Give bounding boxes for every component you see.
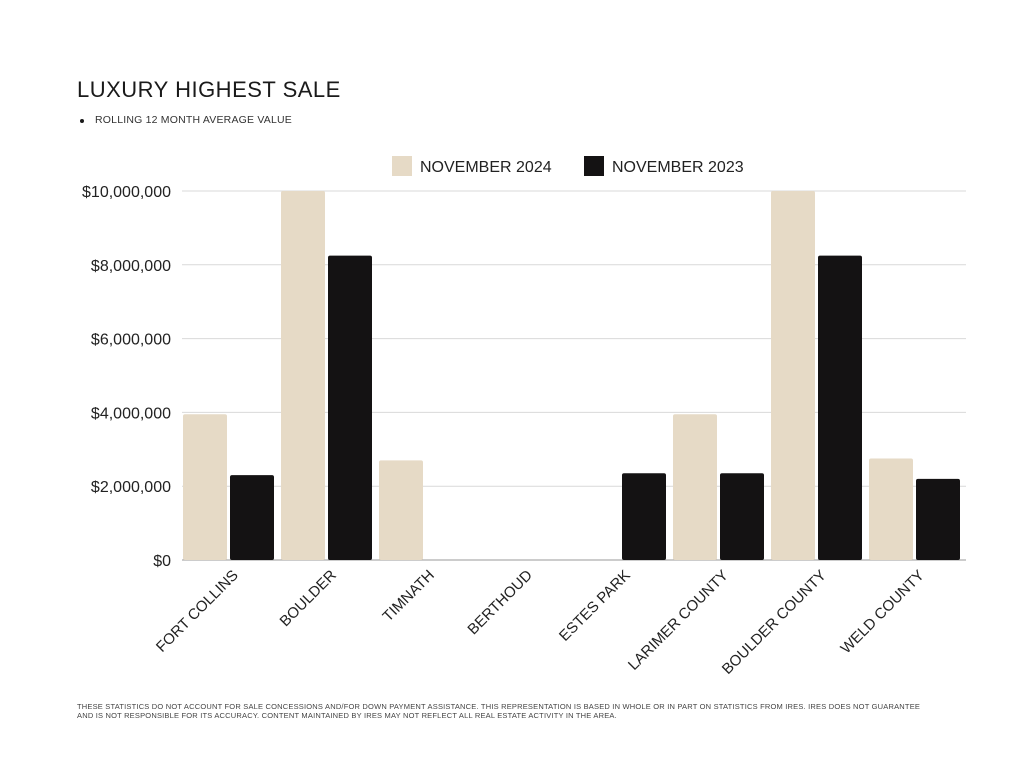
bar bbox=[869, 458, 913, 560]
bar bbox=[673, 414, 717, 560]
y-tick-label: $8,000,000 bbox=[91, 258, 171, 275]
x-tick-label: BERTHOUD bbox=[464, 567, 535, 638]
x-tick-label: ESTES PARK bbox=[556, 567, 634, 645]
footnote: THESE STATISTICS DO NOT ACCOUNT FOR SALE… bbox=[77, 702, 921, 720]
x-tick-label: TIMNATH bbox=[379, 567, 437, 625]
bar bbox=[622, 473, 666, 560]
subtitle-item: ROLLING 12 MONTH AVERAGE VALUE bbox=[77, 114, 292, 126]
legend: NOVEMBER 2024 NOVEMBER 2023 bbox=[392, 156, 744, 176]
bar bbox=[230, 475, 274, 560]
x-tick-label: LARIMER COUNTY bbox=[625, 567, 732, 674]
x-axis-tick-labels: FORT COLLINS BOULDER TIMNATH BERTHOUD ESTES … bbox=[153, 567, 928, 678]
y-tick-label: $4,000,000 bbox=[91, 405, 171, 422]
bar bbox=[328, 255, 372, 560]
y-axis-tick-labels: $0 $2,000,000 $4,000,000 $6,000,000 $8,000,0… bbox=[82, 184, 171, 570]
legend-swatch bbox=[392, 156, 412, 176]
y-tick-label: $6,000,000 bbox=[91, 332, 171, 349]
x-tick-label: BOULDER COUNTY bbox=[719, 567, 830, 678]
bar bbox=[771, 191, 815, 560]
y-tick-label: $10,000,000 bbox=[82, 184, 171, 201]
x-tick-label: BOULDER bbox=[277, 567, 340, 630]
legend-swatch bbox=[584, 156, 604, 176]
bar-chart: $0 $2,000,000 $4,000,000 $6,000,000 $8,000,0… bbox=[82, 156, 966, 678]
legend-label: NOVEMBER 2024 bbox=[420, 159, 552, 176]
subtitle-list: ROLLING 12 MONTH AVERAGE VALUE bbox=[77, 114, 292, 126]
bars bbox=[183, 191, 960, 560]
bar bbox=[818, 255, 862, 560]
bar bbox=[916, 478, 960, 560]
legend-label: NOVEMBER 2023 bbox=[612, 159, 744, 176]
x-tick-label: FORT COLLINS bbox=[153, 567, 242, 656]
bar bbox=[183, 414, 227, 560]
bullet-icon bbox=[80, 119, 84, 123]
bar bbox=[281, 191, 325, 560]
x-tick-label: WELD COUNTY bbox=[837, 567, 927, 657]
subtitle-text: ROLLING 12 MONTH AVERAGE VALUE bbox=[95, 114, 292, 126]
bar bbox=[720, 473, 764, 560]
y-tick-label: $0 bbox=[153, 553, 171, 570]
bar bbox=[379, 460, 423, 560]
chart-title: LUXURY HIGHEST SALE bbox=[77, 77, 341, 102]
y-tick-label: $2,000,000 bbox=[91, 479, 171, 496]
